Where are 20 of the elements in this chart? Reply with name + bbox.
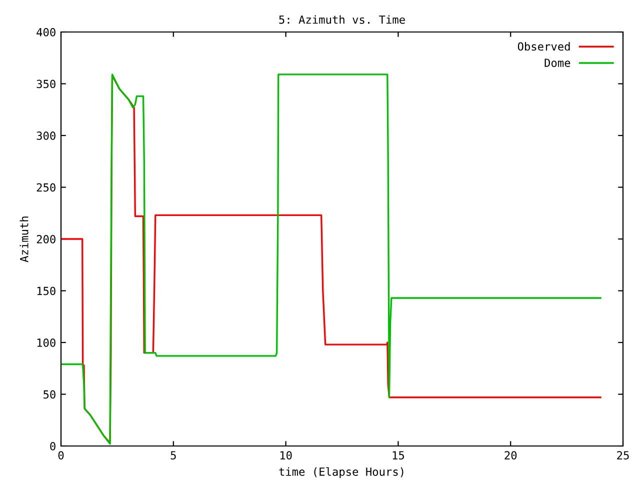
x-tick-label: 20 [504, 451, 517, 460]
legend-label: Dome [544, 58, 570, 68]
x-tick-label: 0 [58, 451, 64, 460]
x-tick-label: 10 [280, 451, 292, 460]
x-tick-label: 25 [617, 451, 629, 460]
y-tick-label: 100 [37, 338, 56, 347]
y-tick-label: 250 [36, 183, 56, 192]
y-tick-label: 0 [50, 442, 56, 450]
x-tick-label: 15 [392, 451, 404, 460]
y-tick-label: 50 [44, 390, 56, 399]
legend-label: Observed [518, 42, 570, 51]
y-tick-label: 150 [37, 286, 56, 296]
y-tick-label: 200 [36, 235, 56, 244]
chart-title: 5: Azimuth vs. Time [279, 15, 405, 24]
y-axis-title: Azimuth [20, 216, 28, 262]
y-tick-label: 300 [36, 132, 56, 140]
y-tick-label: 350 [36, 80, 56, 88]
x-tick-label: 5 [170, 451, 176, 460]
x-axis-title: time (Elapse Hours) [279, 467, 404, 478]
y-tick-label: 400 [36, 28, 56, 36]
